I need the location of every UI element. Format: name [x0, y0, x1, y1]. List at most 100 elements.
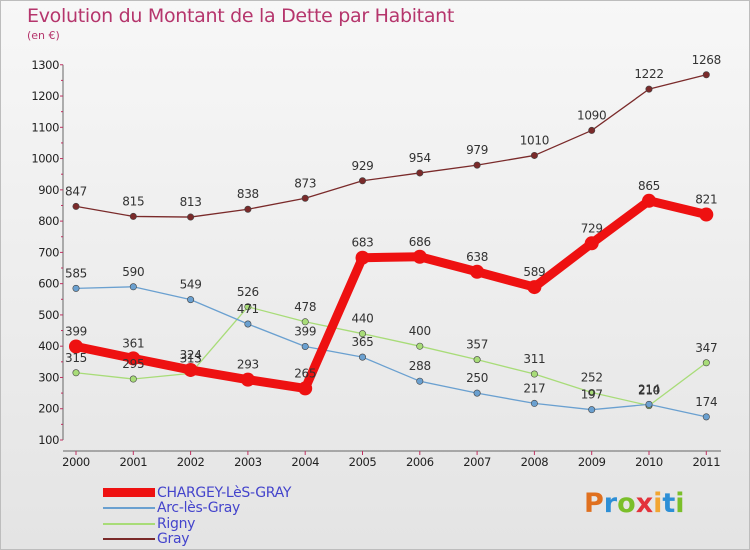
- data-point-chargey-les-gray: [470, 264, 485, 279]
- data-point-chargey-les-gray: [412, 249, 427, 264]
- legend: CHARGEY-LèS-GRAY Arc-lès-Gray Rigny Gray: [103, 485, 291, 547]
- data-point-arc-les-gray: [187, 296, 195, 304]
- data-point-arc-les-gray: [588, 406, 596, 414]
- data-point-arc-les-gray: [473, 389, 481, 397]
- data-label-arc-les-gray: 590: [122, 265, 144, 279]
- data-label-gray: 1090: [577, 108, 606, 122]
- data-label-gray: 873: [294, 176, 316, 190]
- data-point-rigny: [702, 359, 710, 367]
- logo-letter: P: [584, 488, 604, 519]
- data-point-chargey-les-gray: [298, 381, 313, 396]
- legend-swatch: [103, 507, 155, 510]
- legend-label: Rigny: [157, 515, 196, 532]
- data-label-rigny: 526: [237, 285, 259, 299]
- data-label-rigny: 311: [523, 352, 545, 366]
- y-tick-label: 1200: [31, 89, 59, 103]
- data-point-arc-les-gray: [129, 283, 137, 291]
- data-label-gray: 929: [351, 159, 373, 173]
- data-label-arc-les-gray: 174: [695, 395, 717, 409]
- data-point-gray: [645, 85, 653, 93]
- data-point-arc-les-gray: [416, 377, 424, 385]
- data-label-gray: 815: [122, 194, 144, 208]
- series-line-gray: [75, 74, 707, 218]
- logo-letter: i: [675, 488, 685, 519]
- chart-subtitle: (en €): [27, 29, 60, 42]
- y-tick-label: 700: [38, 245, 59, 259]
- data-label-rigny: 210: [638, 384, 660, 398]
- data-label-gray: 1222: [634, 67, 663, 81]
- data-label-gray: 813: [180, 195, 202, 209]
- data-point-chargey-les-gray: [642, 193, 656, 208]
- data-point-chargey-les-gray: [584, 236, 599, 251]
- x-tick-label: 2011: [692, 455, 720, 469]
- data-point-rigny: [72, 369, 80, 377]
- data-point-rigny: [530, 370, 538, 378]
- data-label-chargey-les-gray: 589: [523, 265, 545, 279]
- data-label-chargey-les-gray: 729: [581, 221, 603, 235]
- data-label-rigny: 478: [294, 300, 316, 314]
- data-label-rigny: 357: [466, 338, 488, 352]
- legend-item-gray: Gray: [103, 532, 291, 548]
- x-tick-label: 2010: [635, 455, 663, 469]
- y-tick-label: 500: [38, 308, 59, 322]
- series-layer: [69, 71, 714, 421]
- x-tick-label: 2006: [406, 455, 434, 469]
- data-point-chargey-les-gray: [240, 372, 255, 387]
- data-point-arc-les-gray: [702, 413, 710, 421]
- data-point-gray: [358, 177, 366, 185]
- data-label-chargey-les-gray: 324: [180, 348, 202, 362]
- data-label-rigny: 400: [409, 324, 431, 338]
- data-label-rigny: 347: [695, 341, 717, 355]
- data-label-chargey-les-gray: 683: [351, 236, 373, 250]
- data-point-gray: [416, 169, 424, 177]
- y-tick-label: 200: [38, 402, 59, 416]
- legend-swatch: [103, 538, 155, 541]
- y-tick-label: 1000: [31, 152, 59, 166]
- x-tick-label: 2003: [234, 455, 262, 469]
- series-line-arc-les-gray: [75, 286, 707, 418]
- data-label-rigny: 315: [65, 351, 87, 365]
- data-label-gray: 1268: [692, 53, 721, 67]
- axes: 100 200 300 400 500 600 700 800 900 1000 1100 1200 1…: [31, 58, 721, 469]
- data-point-gray: [702, 71, 710, 79]
- data-label-rigny: 295: [122, 357, 144, 371]
- y-tick-label: 1100: [31, 120, 59, 134]
- data-point-chargey-les-gray: [699, 207, 714, 222]
- data-point-gray: [244, 205, 252, 213]
- series-line-rigny: [75, 306, 707, 407]
- data-label-gray: 979: [466, 143, 488, 157]
- data-label-rigny: 313: [180, 351, 202, 365]
- data-label-arc-les-gray: 250: [466, 371, 488, 385]
- data-label-chargey-les-gray: 399: [65, 325, 87, 339]
- legend-item-chargey-les-gray: CHARGEY-LèS-GRAY: [103, 485, 291, 501]
- data-point-rigny: [416, 342, 424, 350]
- x-tick-label: 2009: [578, 455, 606, 469]
- data-label-chargey-les-gray: 265: [294, 366, 316, 380]
- data-point-rigny: [301, 318, 309, 326]
- legend-item-rigny: Rigny: [103, 516, 291, 532]
- legend-label: Gray: [157, 531, 190, 548]
- y-tick-label: 600: [38, 277, 59, 291]
- data-point-arc-les-gray: [358, 353, 366, 361]
- data-point-gray: [187, 213, 195, 221]
- data-label-arc-les-gray: 214: [638, 382, 660, 396]
- data-label-chargey-les-gray: 638: [466, 250, 488, 264]
- data-point-rigny: [358, 330, 366, 338]
- data-point-rigny: [129, 375, 137, 383]
- y-tick-label: 400: [38, 339, 59, 353]
- data-point-rigny: [473, 356, 481, 364]
- y-tick-label: 800: [38, 214, 59, 228]
- data-label-arc-les-gray: 197: [581, 388, 603, 402]
- data-label-arc-les-gray: 399: [294, 325, 316, 339]
- legend-swatch: [103, 488, 155, 498]
- y-tick-label: 900: [38, 183, 59, 197]
- proxiti-logo: Proxiti: [584, 488, 685, 519]
- data-label-gray: 847: [65, 184, 87, 198]
- chart-title: Evolution du Montant de la Dette par Hab…: [27, 5, 455, 27]
- x-tick-label: 2002: [177, 455, 205, 469]
- logo-letter: x: [635, 488, 654, 519]
- data-label-arc-les-gray: 471: [237, 302, 259, 316]
- data-point-chargey-les-gray: [355, 250, 370, 265]
